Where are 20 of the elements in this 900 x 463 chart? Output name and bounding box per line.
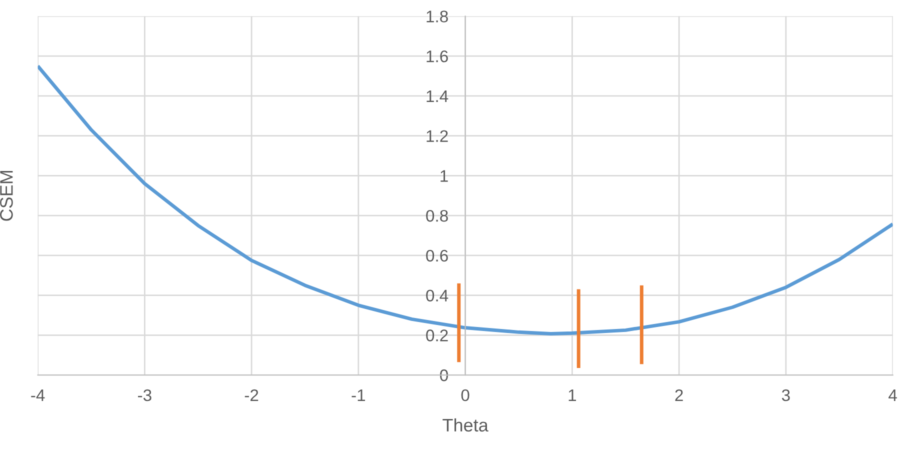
y-tick-label: 1.2 [426, 130, 448, 142]
x-tick-label: 3 [782, 389, 790, 402]
x-tick-label: -4 [31, 390, 45, 401]
x-tick-label: -2 [244, 389, 258, 401]
y-tick-label: 1.6 [426, 50, 448, 62]
x-tick-label: -3 [138, 389, 152, 402]
y-axis-title: CSEM [0, 171, 13, 221]
y-tick-label: 1.8 [426, 10, 448, 22]
y-tick-label: 0.6 [426, 250, 448, 262]
x-axis-title: Theta [442, 418, 488, 432]
x-tick-label: 2 [675, 389, 683, 401]
x-tick-label: -1 [352, 390, 366, 401]
x-tick-label: 0 [461, 389, 470, 402]
y-tick-label: 1 [440, 170, 448, 182]
y-tick-label: 0.2 [426, 330, 448, 342]
y-tick-label: 0.4 [426, 290, 448, 302]
x-tick-label: 1 [568, 390, 576, 401]
y-tick-label: 1.4 [426, 90, 448, 102]
x-tick-label: 4 [888, 390, 897, 401]
y-tick-label: 0.8 [426, 210, 448, 222]
